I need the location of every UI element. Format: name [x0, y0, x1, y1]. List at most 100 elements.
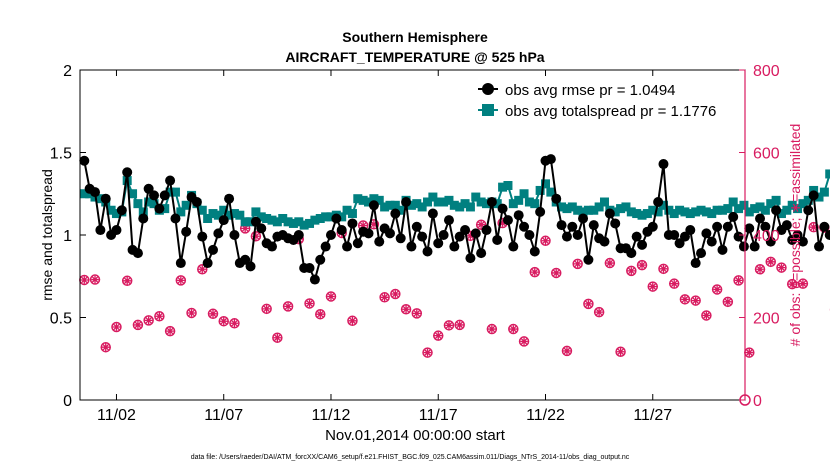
spread-point	[755, 202, 765, 212]
rmse-point	[197, 231, 208, 242]
assimilated-obs-point	[691, 296, 700, 305]
rmse-point	[465, 253, 476, 264]
spread-point	[793, 204, 803, 214]
spread-point	[305, 218, 315, 228]
spread-point	[144, 197, 154, 207]
rmse-point	[658, 159, 669, 170]
rmse-point	[325, 230, 336, 240]
possible-obs-point	[668, 278, 680, 289]
assimilated-obs-point	[134, 321, 142, 329]
x-axis-label: Nov.01,2014 00:00:00 start	[325, 427, 506, 444]
rmse-point	[352, 238, 363, 249]
assimilated-obs-point	[187, 309, 196, 317]
y-right-tick-label: 800	[753, 63, 780, 80]
x-tick-label: 11/07	[204, 407, 243, 424]
spread-point	[460, 199, 470, 209]
spread-point	[439, 197, 449, 207]
spread-point	[380, 202, 390, 212]
assimilated-obs-point	[595, 308, 603, 316]
rmse-point	[191, 197, 202, 207]
assimilated-obs-point	[241, 224, 249, 233]
y-left-tick-label: 1.5	[50, 146, 72, 163]
rmse-point	[111, 225, 122, 236]
rmse-point	[347, 218, 358, 229]
assimilated-obs-point	[552, 269, 561, 277]
spread-point	[685, 209, 695, 219]
spread-point	[106, 205, 116, 215]
assimilated-obs-point	[573, 260, 582, 268]
assimilated-obs-point	[766, 258, 775, 266]
legend-spread-label: obs avg totalspread pr = 1.1776	[505, 103, 716, 120]
assimilated-obs-point	[788, 280, 796, 288]
spread-point	[776, 209, 786, 219]
spread-point	[583, 205, 593, 215]
assimilated-obs-point	[80, 276, 89, 284]
possible-obs-point	[626, 265, 637, 277]
spread-point	[385, 200, 395, 210]
x-tick-label: 11/22	[526, 407, 565, 424]
rmse-point	[315, 254, 326, 265]
spread-point	[321, 212, 331, 222]
spread-point	[621, 202, 631, 212]
spread-point	[825, 169, 830, 179]
spread-point	[664, 205, 674, 215]
rmse-point	[519, 221, 530, 232]
spread-point	[632, 209, 642, 219]
rmse-point	[342, 241, 353, 252]
assimilated-obs-point	[423, 348, 432, 357]
possible-obs-point	[701, 310, 712, 321]
spread-point	[197, 205, 207, 215]
spread-point	[390, 200, 400, 210]
possible-obs-point	[272, 332, 283, 343]
y-left-tick-label: 0	[63, 393, 72, 410]
rmse-point	[545, 154, 556, 165]
assimilated-obs-point	[541, 236, 550, 245]
spread-point	[626, 207, 636, 217]
spread-point	[299, 220, 309, 230]
possible-obs-point	[540, 235, 551, 247]
assimilated-obs-point	[563, 347, 571, 355]
spread-point	[417, 202, 427, 212]
spread-point	[567, 202, 577, 212]
spread-point	[680, 207, 690, 217]
rmse-point	[502, 215, 513, 226]
spread-point	[701, 207, 711, 217]
spread-point	[208, 209, 218, 219]
possible-obs-point	[754, 263, 766, 275]
rmse-series-line	[83, 157, 830, 283]
rmse-point	[224, 193, 235, 204]
assimilated-obs-point	[638, 261, 646, 269]
possible-obs-point	[679, 294, 691, 305]
rmse-point	[401, 197, 412, 207]
possible-obs-point	[207, 308, 219, 320]
rmse-point	[572, 230, 583, 240]
footnote-data-file: data file: /Users/raeder/DAI/ATM_forcXX/…	[191, 454, 630, 461]
spread-point	[133, 199, 143, 209]
possible-obs-point	[132, 319, 144, 331]
rmse-point	[701, 228, 712, 239]
spread-point	[492, 199, 502, 209]
possible-obs-point	[518, 336, 530, 347]
possible-obs-point	[593, 306, 605, 318]
assimilated-obs-point	[498, 219, 507, 227]
possible-obs-point	[347, 315, 358, 327]
possible-obs-point	[797, 278, 809, 289]
possible-obs-point	[636, 259, 648, 271]
assimilated-obs-point	[756, 265, 764, 274]
spread-point	[642, 209, 652, 219]
rmse-point	[229, 230, 240, 240]
rmse-point	[529, 246, 540, 257]
rmse-point	[266, 241, 277, 252]
spread-point	[272, 217, 282, 227]
assimilated-obs-point	[327, 292, 335, 301]
assimilated-obs-point	[530, 268, 539, 276]
rmse-point	[814, 241, 825, 252]
spread-point	[787, 200, 797, 210]
legend-rmse-marker	[482, 83, 494, 95]
possible-obs-point	[411, 308, 423, 319]
rmse-point	[508, 241, 519, 252]
assimilated-obs-point	[520, 337, 528, 346]
rmse-point	[175, 258, 186, 269]
spread-point	[176, 207, 186, 217]
rmse-point	[90, 187, 101, 198]
